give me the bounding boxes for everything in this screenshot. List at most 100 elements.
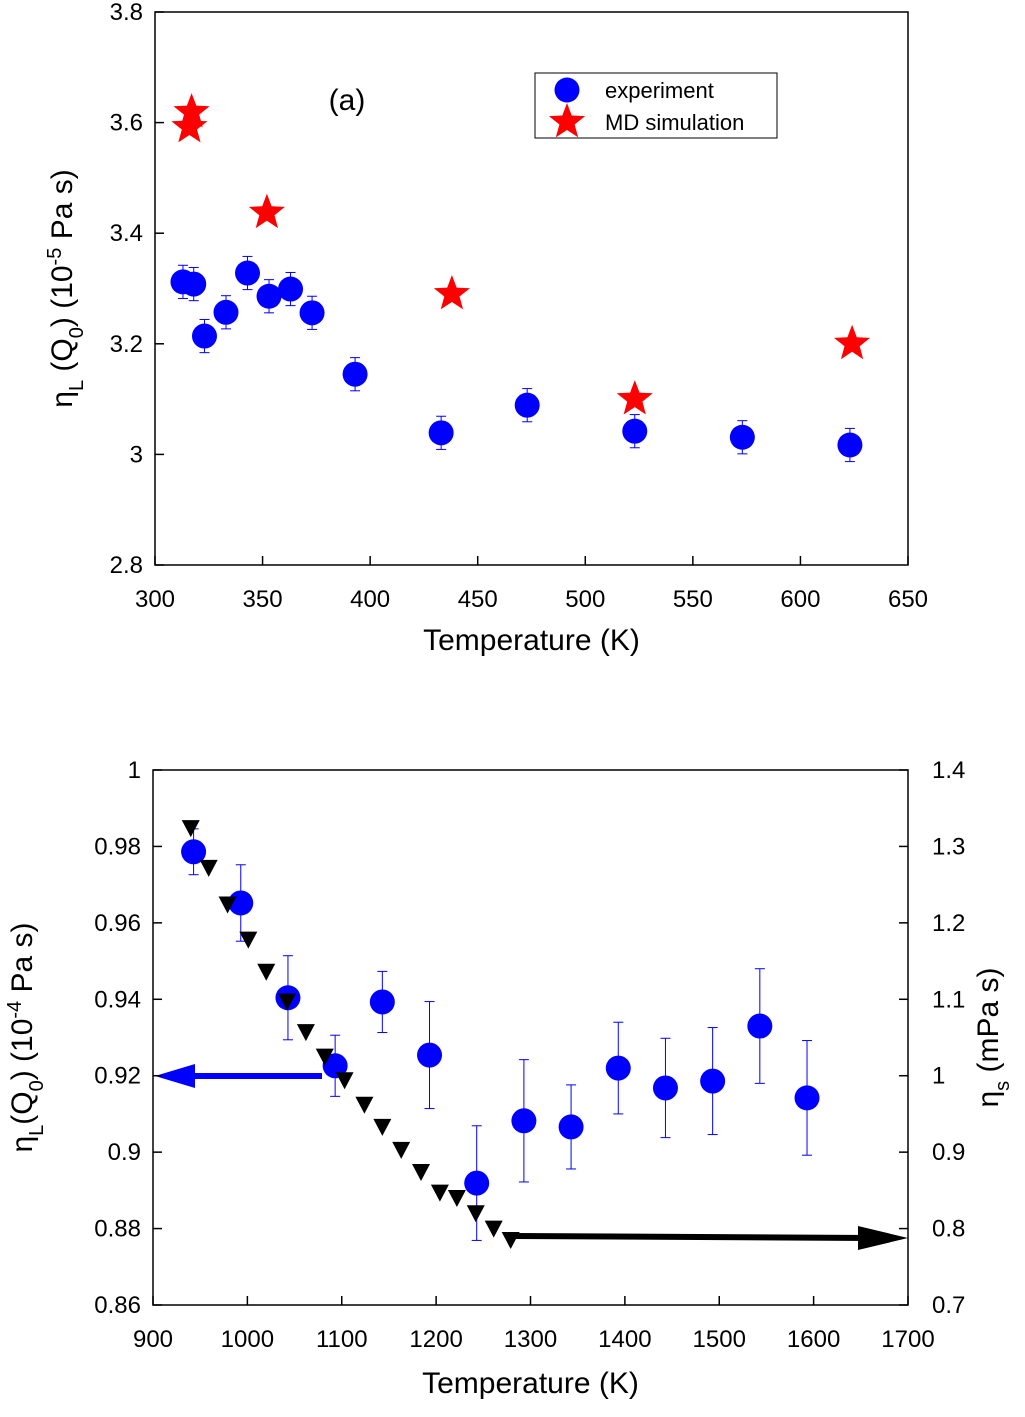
x-tick-label: 900 (133, 1326, 173, 1353)
circle-marker (464, 1170, 490, 1196)
circle-marker (511, 1108, 537, 1134)
y2-tick-label: 1.3 (932, 833, 965, 860)
triangle-marker (412, 1164, 431, 1182)
circle-marker (554, 77, 580, 103)
x-tick-label: 400 (350, 586, 390, 613)
triangle-marker (484, 1220, 503, 1238)
triangle-marker (430, 1184, 449, 1202)
label-part: L (66, 380, 88, 391)
y2-tick-label: 1.1 (932, 986, 965, 1013)
label-part: 0 (26, 1080, 48, 1091)
legend-label: experiment (605, 78, 714, 103)
circle-marker (342, 361, 368, 387)
x-tick-label: 1700 (881, 1326, 934, 1353)
circle-marker (700, 1068, 726, 1094)
triangle-marker (355, 1096, 374, 1114)
x-tick-label: 600 (780, 586, 820, 613)
arrow-shaft (514, 1233, 871, 1241)
x-axis-label: Temperature (K) (422, 1367, 639, 1400)
x-tick-label: 1100 (316, 1326, 368, 1353)
star-marker (173, 93, 210, 128)
label-part: s (992, 1081, 1014, 1091)
triangle-marker (447, 1190, 466, 1207)
x-tick-label: 1400 (598, 1326, 651, 1353)
x-tick-label: 1300 (504, 1326, 557, 1353)
x-tick-label: 1000 (221, 1326, 274, 1353)
y-tick-label: 0.96 (94, 910, 141, 937)
star-marker (433, 275, 470, 310)
label-part: ) (10 (46, 265, 79, 327)
y-tick-label: 0.88 (94, 1216, 141, 1243)
triangle-marker (278, 993, 297, 1011)
x-tick-label: 300 (135, 586, 175, 613)
circle-marker (322, 1053, 348, 1079)
circle-marker (729, 424, 755, 450)
y2-tick-label: 1 (932, 1063, 945, 1090)
triangle-marker (501, 1232, 520, 1250)
y-axis-label: ηL (Q0) (10-5 Pa s) (44, 169, 88, 407)
circle-marker (558, 1114, 584, 1140)
triangle-marker (199, 859, 218, 877)
arrow-right (514, 1226, 908, 1250)
label-part: (Q (46, 338, 79, 380)
star-marker (171, 108, 208, 143)
circle-marker (369, 989, 395, 1015)
circle-marker (299, 300, 325, 326)
label-part: 0 (66, 327, 88, 338)
label-part: -4 (4, 1001, 26, 1019)
y-tick-label: 3.2 (110, 331, 143, 358)
y-tick-label: 0.86 (94, 1292, 141, 1319)
y2-tick-label: 0.7 (932, 1292, 965, 1319)
arrow-head (858, 1226, 908, 1250)
triangle-marker (257, 963, 276, 981)
x-tick-label: 650 (888, 586, 928, 613)
y2-axis-label: ηs (mPa s) (972, 967, 1014, 1107)
star-marker (834, 324, 871, 360)
label-part: η (46, 391, 79, 408)
circle-marker (837, 432, 863, 458)
circle-marker (514, 392, 540, 418)
star-marker (616, 380, 653, 415)
circle-marker (794, 1085, 820, 1111)
annotation: (a) (329, 84, 366, 117)
x-tick-label: 550 (673, 586, 713, 613)
triangle-marker (373, 1118, 392, 1136)
circle-marker (181, 839, 207, 865)
y-tick-label: 0.98 (94, 833, 141, 860)
x-tick-label: 450 (458, 586, 498, 613)
y-tick-label: 3 (130, 441, 143, 468)
label-part: ) (10 (6, 1019, 39, 1081)
y-tick-label: 3.8 (110, 0, 143, 26)
triangle-marker (335, 1072, 354, 1090)
star-marker (248, 193, 285, 229)
label-part: Pa s) (6, 922, 39, 1000)
triangle-marker (181, 820, 200, 838)
triangle-marker (315, 1048, 334, 1066)
circle-marker (622, 418, 648, 444)
y-tick-label: 1 (128, 757, 141, 784)
x-tick-label: 350 (243, 586, 283, 613)
circle-marker (278, 276, 304, 302)
circle-marker (256, 283, 282, 309)
y-tick-label: 3.4 (110, 220, 143, 247)
circle-marker (428, 420, 454, 446)
x-tick-label: 1500 (693, 1326, 746, 1353)
x-tick-label: 1200 (409, 1326, 462, 1353)
label-part: L (26, 1125, 48, 1136)
circle-marker (235, 260, 261, 286)
y2-tick-label: 1.4 (932, 757, 965, 784)
label-part: η (6, 1136, 39, 1153)
circle-marker (213, 299, 239, 325)
label-part: η (972, 1091, 1005, 1108)
label-part: -5 (44, 248, 66, 266)
circle-marker (417, 1042, 443, 1068)
triangle-marker (392, 1141, 411, 1159)
y-tick-label: 0.9 (108, 1139, 141, 1166)
y-tick-label: 2.8 (110, 552, 143, 579)
plot-frame (152, 769, 909, 1306)
y2-tick-label: 0.8 (932, 1216, 965, 1243)
x-tick-label: 500 (565, 586, 605, 613)
arrow-left (155, 1064, 322, 1088)
label-part: Pa s) (46, 169, 79, 247)
